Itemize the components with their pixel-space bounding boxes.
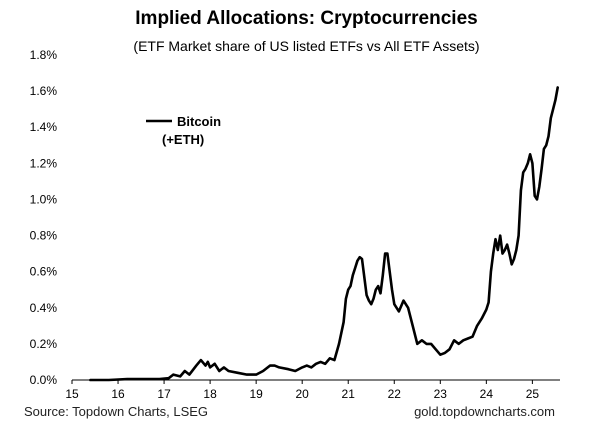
y-tick-label: 1.0% bbox=[30, 192, 58, 206]
x-tick-label: 15 bbox=[65, 387, 79, 401]
source-note: Source: Topdown Charts, LSEG bbox=[24, 404, 209, 419]
y-tick-label: 1.2% bbox=[30, 156, 58, 170]
x-tick-label: 23 bbox=[434, 387, 448, 401]
x-tick-label: 22 bbox=[388, 387, 402, 401]
x-tick-label: 24 bbox=[480, 387, 494, 401]
x-tick-label: 25 bbox=[526, 387, 540, 401]
x-tick-label: 17 bbox=[157, 387, 171, 401]
x-tick-label: 21 bbox=[342, 387, 356, 401]
y-tick-label: 1.6% bbox=[30, 84, 58, 98]
series-line-bitcoin bbox=[89, 86, 560, 382]
y-tick-label: 0.4% bbox=[30, 301, 58, 315]
y-tick-label: 0.6% bbox=[30, 265, 58, 279]
y-tick-label: 0.0% bbox=[30, 373, 58, 387]
x-tick-label: 18 bbox=[203, 387, 217, 401]
chart-subtitle: (ETF Market share of US listed ETFs vs A… bbox=[133, 38, 480, 54]
legend-label-sub: (+ETH) bbox=[162, 132, 204, 147]
y-tick-label: 1.4% bbox=[30, 120, 58, 134]
x-tick-label: 20 bbox=[296, 387, 310, 401]
legend-label: Bitcoin bbox=[177, 114, 221, 129]
chart-title: Implied Allocations: Cryptocurrencies bbox=[135, 8, 478, 29]
x-tick-label: 16 bbox=[111, 387, 125, 401]
website-link[interactable]: gold.topdowncharts.com bbox=[414, 404, 555, 419]
y-tick-label: 0.8% bbox=[30, 229, 58, 243]
y-tick-label: 0.2% bbox=[30, 337, 58, 351]
y-tick-label: 1.8% bbox=[30, 48, 58, 62]
x-tick-label: 19 bbox=[249, 387, 263, 401]
